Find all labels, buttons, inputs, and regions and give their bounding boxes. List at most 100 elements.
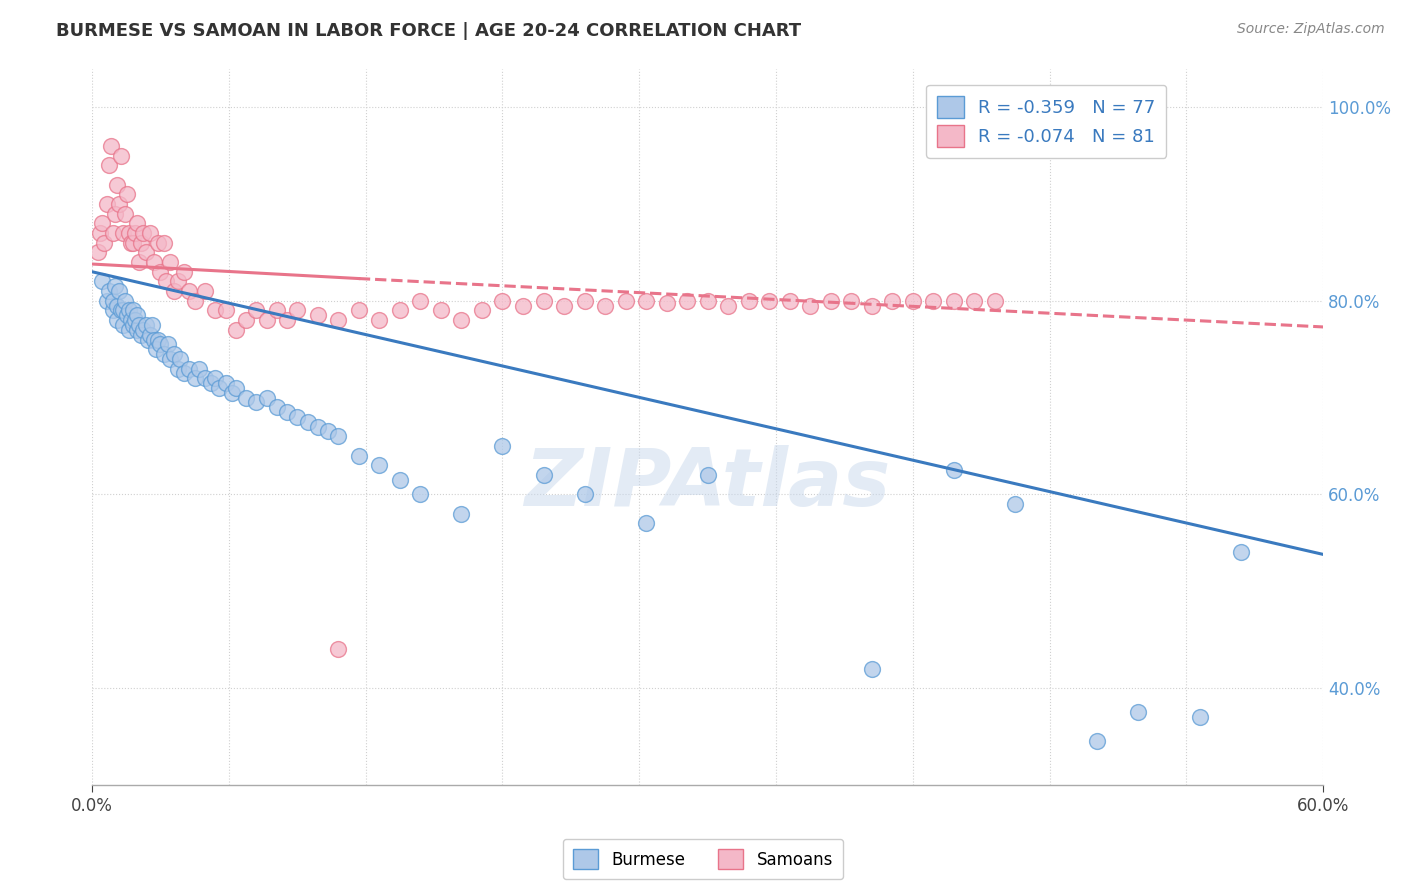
Point (316, 425, 339, 439)
Point (97, 284, 120, 298)
Point (450, 313, 472, 327)
Point (235, 391, 257, 405)
Point (388, 473, 411, 487)
Point (225, 381, 247, 395)
Point (149, 265, 172, 279)
Point (124, 226, 146, 240)
Point (177, 284, 200, 298)
Point (297, 415, 319, 429)
Point (593, 299, 616, 313)
Point (122, 303, 145, 318)
Point (91, 216, 114, 230)
Point (138, 226, 160, 240)
Point (758, 293, 780, 308)
Point (127, 216, 149, 230)
Point (942, 293, 965, 308)
Point (187, 361, 209, 376)
Point (111, 318, 134, 332)
Point (159, 351, 181, 366)
Point (368, 313, 391, 327)
Point (105, 178, 128, 192)
Point (882, 293, 904, 308)
Point (276, 313, 298, 327)
Point (820, 293, 842, 308)
Point (89, 226, 111, 240)
Point (115, 187, 138, 202)
Point (169, 351, 191, 366)
Point (149, 337, 172, 351)
Legend: R = -0.359   N = 77, R = -0.074   N = 81: R = -0.359 N = 77, R = -0.074 N = 81 (927, 85, 1167, 158)
Point (208, 381, 231, 395)
Point (614, 293, 637, 308)
Point (676, 293, 699, 308)
Point (127, 309, 149, 323)
Point (200, 376, 222, 390)
Point (328, 642, 350, 657)
Point (285, 409, 308, 424)
Point (108, 284, 131, 298)
Point (173, 367, 195, 381)
Point (163, 347, 186, 361)
Point (266, 401, 288, 415)
Point (153, 347, 176, 361)
Point (96, 197, 118, 211)
Point (167, 361, 190, 376)
Point (1230, 545, 1253, 559)
Point (409, 293, 432, 308)
Point (110, 148, 132, 162)
Point (159, 255, 181, 269)
Point (132, 323, 155, 337)
Point (347, 303, 370, 318)
Point (111, 226, 134, 240)
Point (799, 299, 821, 313)
Point (553, 299, 575, 313)
Point (134, 318, 156, 332)
Point (696, 293, 718, 308)
Point (120, 235, 142, 250)
Point (225, 323, 247, 337)
Point (1128, 705, 1150, 719)
Point (145, 342, 167, 356)
Point (1004, 497, 1026, 511)
Point (285, 303, 308, 318)
Point (471, 303, 494, 318)
Point (409, 487, 432, 501)
Point (118, 323, 141, 337)
Point (93, 235, 115, 250)
Point (87, 245, 110, 260)
Point (146, 333, 169, 347)
Point (860, 299, 883, 313)
Point (779, 293, 801, 308)
Point (963, 293, 986, 308)
Point (177, 361, 200, 376)
Point (901, 293, 924, 308)
Point (122, 318, 145, 332)
Point (115, 309, 138, 323)
Point (110, 303, 132, 318)
Point (108, 197, 131, 211)
Point (245, 303, 267, 318)
Point (512, 299, 534, 313)
Point (153, 235, 176, 250)
Point (636, 293, 658, 308)
Point (533, 468, 555, 483)
Point (533, 293, 555, 308)
Point (839, 293, 862, 308)
Point (122, 235, 145, 250)
Point (256, 313, 278, 327)
Point (717, 299, 740, 313)
Point (163, 284, 186, 298)
Point (737, 293, 759, 308)
Point (491, 439, 513, 453)
Point (132, 226, 155, 240)
Point (696, 468, 718, 483)
Point (574, 293, 596, 308)
Point (1087, 734, 1109, 748)
Point (127, 323, 149, 337)
Point (136, 333, 159, 347)
Point (266, 303, 288, 318)
Point (204, 303, 226, 318)
Point (105, 299, 128, 313)
Point (141, 318, 163, 332)
Point (134, 245, 156, 260)
